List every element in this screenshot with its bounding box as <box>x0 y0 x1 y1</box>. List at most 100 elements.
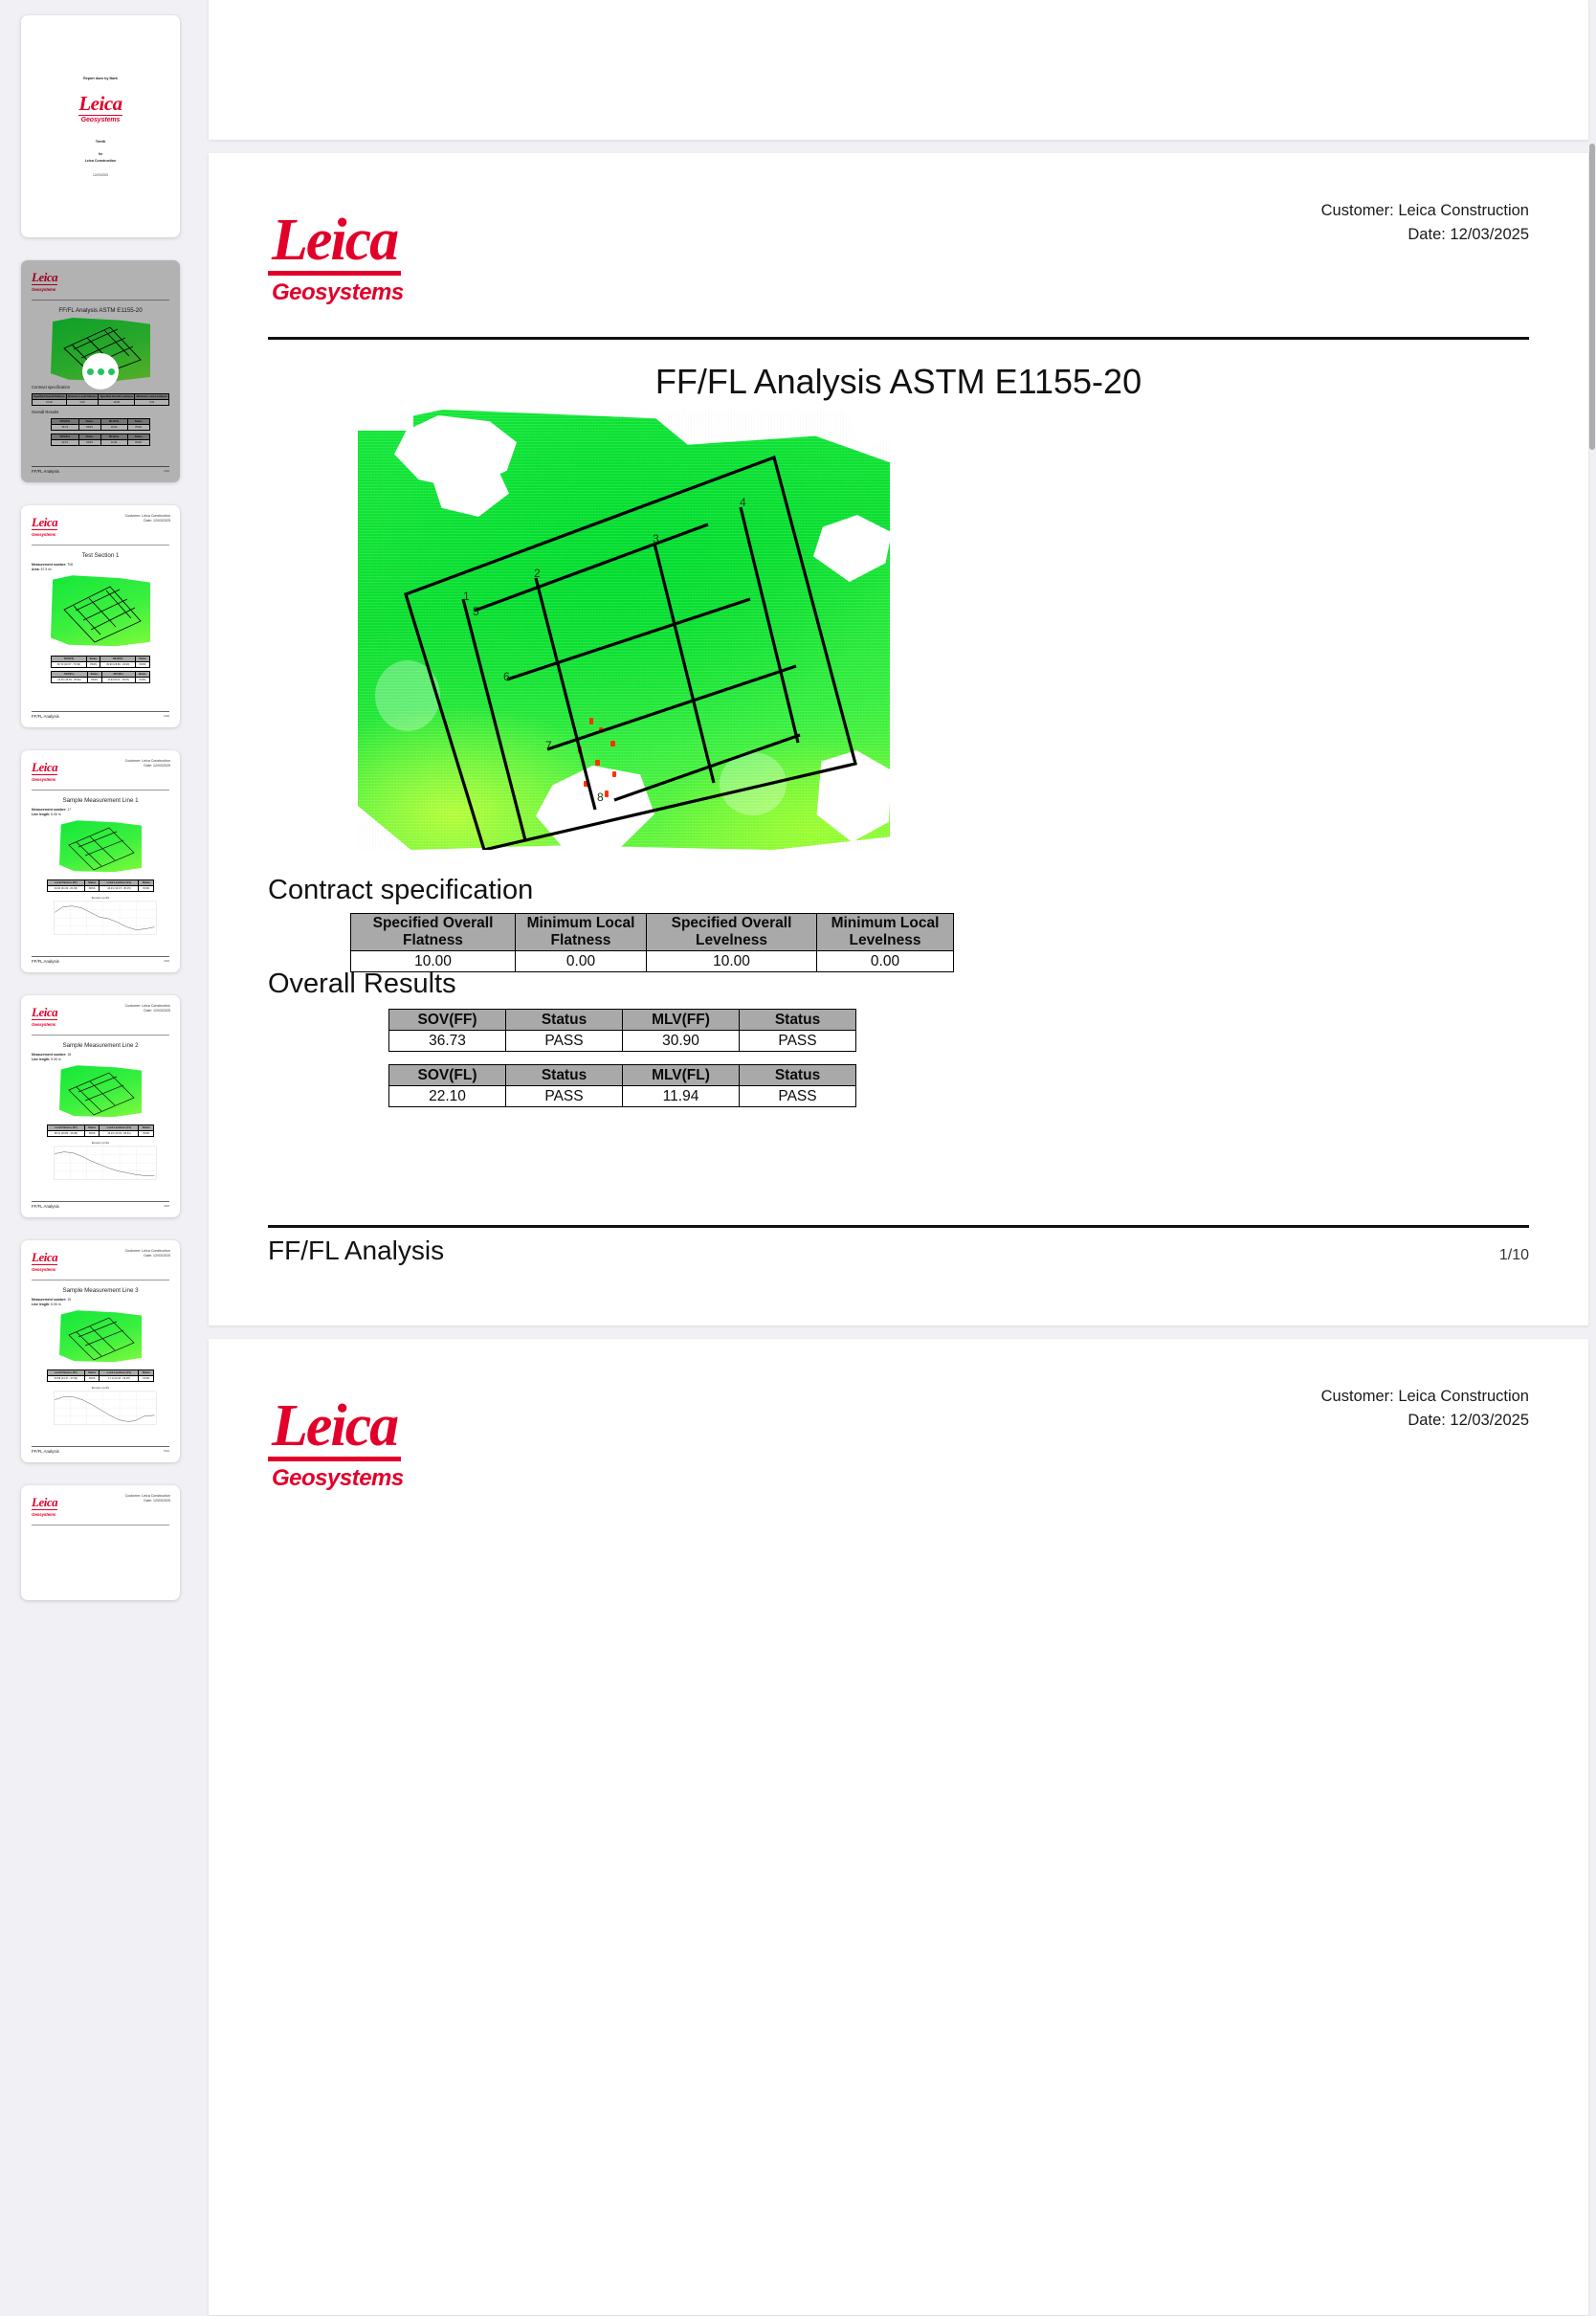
thumbnail-page-5-content: Leica Geosystems Customer: Leica Constru… <box>21 995 180 1217</box>
header-divider <box>32 1035 169 1036</box>
measurement-line-label-6: 6 <box>503 670 510 683</box>
elevation-profile-chart: Elevation profile <box>32 1387 169 1436</box>
col-header: Status <box>739 1009 856 1031</box>
logo-wordmark: Leica <box>32 1495 58 1510</box>
leica-logo-icon: Leica Geosystems <box>32 1249 74 1272</box>
thumbnail-title: Sample Measurement Line 3 <box>62 1287 139 1294</box>
cover-line-2: Tenth <box>95 138 106 144</box>
thumbnail-page-1[interactable]: Report done by Mark Leica Geosystems Ten… <box>21 15 180 237</box>
elevation-profile-chart: Elevation profile <box>32 897 169 946</box>
thumbnail-page-3-content: Leica Geosystems Customer: Leica Constru… <box>21 505 180 727</box>
thumbnail-page-5[interactable]: Leica Geosystems Customer: Leica Constru… <box>21 995 180 1217</box>
vertical-scrollbar[interactable] <box>1588 0 1596 2316</box>
table-row: 22.10 PASS 11.94 PASS <box>388 1085 856 1107</box>
thumbnail-title: FF/FL Analysis ASTM E1155-20 <box>58 307 143 314</box>
date-line: Date: 12/03/2025 <box>1408 1411 1529 1429</box>
measurement-line-label-3: 3 <box>653 532 659 546</box>
deviation-marker <box>595 760 600 766</box>
thumbnail-title: Test Section 1 <box>81 552 120 559</box>
measurement-line-6 <box>506 597 751 681</box>
thumbnail-page-6-content: Leica Geosystems Customer: Leica Constru… <box>21 1240 180 1462</box>
pointcloud-thumbnail-image <box>51 575 150 647</box>
leica-logo-icon: Leica Geosystems <box>32 1004 74 1027</box>
overall-results-ff-table: SOV(FF) Status MLV(FF) Status 36.73 PASS… <box>388 1009 856 1052</box>
chart-title: Elevation profile <box>91 1387 110 1391</box>
logo-wordmark: Leica <box>32 1250 58 1265</box>
thumbnail-page-number: 5/10 <box>164 1449 169 1453</box>
leica-logo-icon: Leica Geosystems <box>32 1494 74 1517</box>
current-page: Customer: Leica Construction Date: 12/03… <box>209 153 1588 1325</box>
previous-page-tail <box>209 0 1588 140</box>
cover-layout: Report done by Mark Leica Geosystems Ten… <box>32 24 169 229</box>
thumbnail-footer-title: FF/FL Analysis <box>32 1449 59 1454</box>
measurement-line-label-7: 7 <box>545 739 552 752</box>
thumbnail-page-3[interactable]: Leica Geosystems Customer: Leica Constru… <box>21 505 180 727</box>
header-divider <box>32 300 169 301</box>
logo-subtitle: Geosystems <box>272 1464 404 1491</box>
leica-logo-icon: Leica Geosystems <box>32 759 74 782</box>
col-header: Status <box>739 1064 856 1086</box>
overall-results-heading: Overall Results <box>268 969 456 999</box>
cell: 22.10 <box>388 1085 506 1107</box>
scrollbar-thumb[interactable] <box>1589 144 1595 450</box>
thumbnail-footer-title: FF/FL Analysis <box>32 1204 59 1209</box>
customer-block: Customer: Leica Construction Date: 12/03… <box>1321 199 1529 247</box>
table-header-row: SOV(FL) Status MLV(FL) Status <box>388 1064 856 1086</box>
thumbnail-page-2[interactable]: Leica Geosystems FF/FL Analysis ASTM E11… <box>21 260 180 482</box>
page-viewer[interactable]: Customer: Leica Construction Date: 12/03… <box>201 0 1596 2316</box>
thumbnail-section-2: Overall Results <box>32 410 59 414</box>
thumbnail-meta: Measurement number: T06 Area: 57.5 m² <box>32 563 74 572</box>
measurement-line-label-4: 4 <box>740 496 746 509</box>
thumbnail-footer: FF/FL Analysis 4/10 <box>32 1201 169 1209</box>
measurement-line-3 <box>653 543 716 784</box>
logo-subtitle: Geosystems <box>32 777 56 782</box>
footer-title: FF/FL Analysis <box>268 1236 445 1265</box>
leica-logo-icon: Leica Geosystems <box>78 93 122 123</box>
leica-logo-icon: Leica Geosystems <box>268 211 404 306</box>
thumbnail-customer-block: Customer: Leica Construction Date: 12/03/… <box>124 1249 170 1258</box>
thumbnail-page-number: 4/10 <box>164 1204 169 1208</box>
thumbnail-sidebar[interactable]: Report done by Mark Leica Geosystems Ten… <box>0 0 201 2316</box>
cover-line-5: 12/03/2025 <box>93 172 108 177</box>
thumbnail-footer-title: FF/FL Analysis <box>32 714 59 719</box>
thumbnail-line-table: Local Flatness (FF) Status Local Levelness… <box>46 880 155 893</box>
elevation-profile-chart: Elevation profile <box>32 1142 169 1191</box>
table-header-row: SOV(FF) Status MLV(FF) Status <box>388 1009 856 1031</box>
measurement-line-7 <box>546 664 797 751</box>
cell: 30.90 <box>622 1030 740 1052</box>
thumbnail-page-6[interactable]: Leica Geosystems Customer: Leica Constru… <box>21 1240 180 1462</box>
thumbnail-page-number: 3/10 <box>164 959 169 963</box>
col-header: SOV(FF) <box>388 1009 506 1031</box>
thumbnail-title: Sample Measurement Line 2 <box>62 1042 139 1049</box>
pointcloud-thumbnail-image <box>59 1065 142 1118</box>
page-title: FF/FL Analysis ASTM E1155-20 <box>654 362 1142 401</box>
measurement-line-1 <box>461 598 527 841</box>
logo-subtitle: Geosystems <box>32 532 56 537</box>
thumbnail-page-7[interactable]: Leica Geosystems Customer: Leica Constru… <box>21 1485 180 1600</box>
pointcloud-thumbnail-image <box>59 1310 142 1363</box>
thumbnail-page-4[interactable]: Leica Geosystems Customer: Leica Constru… <box>21 750 180 972</box>
thumbnail-footer: FF/FL Analysis 5/10 <box>32 1446 169 1454</box>
deviation-marker <box>589 718 593 724</box>
cell: 0.00 <box>816 950 954 972</box>
thumbnail-page-7-content: Leica Geosystems Customer: Leica Constru… <box>21 1485 180 1600</box>
chart-title: Elevation profile <box>91 1142 110 1146</box>
thumbnail-line-table: Local Flatness (FF) Status Local Levelness… <box>46 1125 155 1138</box>
logo-wordmark: Leica <box>268 211 402 276</box>
cover-line-1: Report done by Mark <box>83 76 118 80</box>
measurement-line-8 <box>613 733 801 802</box>
col-header: MLV(FF) <box>622 1009 740 1031</box>
date-line: Date: 12/03/2025 <box>1408 225 1529 243</box>
cell: 10.00 <box>646 950 817 972</box>
table-row: 36.73 PASS 30.90 PASS <box>388 1030 856 1052</box>
thumbnail-ff-table: SOV(FF) Status MLV(FF) Status 36.73 PASS 30.9… <box>51 418 150 431</box>
cell: PASS <box>739 1085 856 1107</box>
cell: PASS <box>739 1030 856 1052</box>
measurement-line-label-2: 2 <box>534 567 541 580</box>
customer-block: Customer: Leica Construction Date: 12/03… <box>1321 1385 1529 1433</box>
test-section-boundary <box>404 455 857 850</box>
thumbnail-line-table: Local Flatness (FF) Status Local Levelness… <box>46 1370 155 1383</box>
deviation-marker <box>612 771 616 777</box>
thumbnail-footer-title: FF/FL Analysis <box>32 959 59 964</box>
